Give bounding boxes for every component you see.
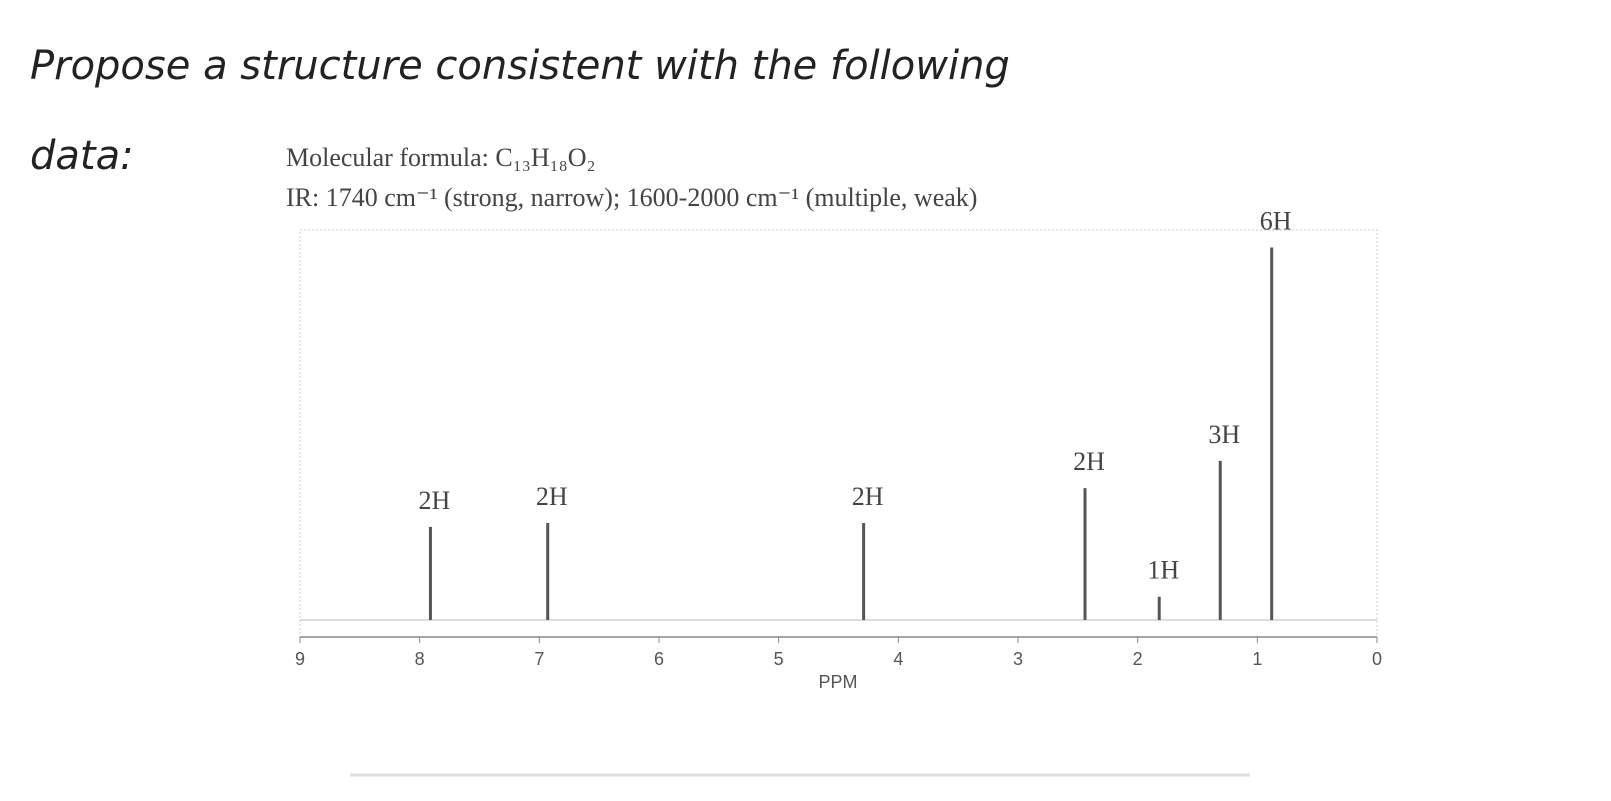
x-tick-label: 0: [1372, 649, 1382, 669]
x-tick-label: 1: [1252, 649, 1262, 669]
ir-data: IR: 1740 cm⁻¹ (strong, narrow); 1600-200…: [286, 183, 977, 212]
peak-label: 2H: [536, 482, 568, 511]
peak-label: 2H: [852, 482, 884, 511]
x-tick-label: 8: [415, 649, 425, 669]
x-tick-label: 6: [654, 649, 664, 669]
x-tick-label: 7: [534, 649, 544, 669]
peak-label: 2H: [1073, 447, 1105, 476]
x-axis-label: PPM: [818, 672, 857, 692]
x-tick-label: 9: [295, 649, 305, 669]
x-tick-label: 2: [1133, 649, 1143, 669]
x-tick-label: 3: [1013, 649, 1023, 669]
plot-frame: [299, 229, 1378, 638]
formula: Molecular formula: C₁₃H₁₈O₂: [286, 143, 596, 172]
x-tick-label: 4: [893, 649, 903, 669]
prompt-line: Propose a structure consistent with the …: [30, 43, 1010, 89]
prompt-line: data:: [30, 133, 134, 179]
peak-label: 3H: [1208, 420, 1240, 449]
x-tick-label: 5: [774, 649, 784, 669]
peak-label: 2H: [419, 486, 451, 515]
peak-label: 6H: [1260, 206, 1292, 235]
peak-label: 1H: [1147, 556, 1179, 585]
